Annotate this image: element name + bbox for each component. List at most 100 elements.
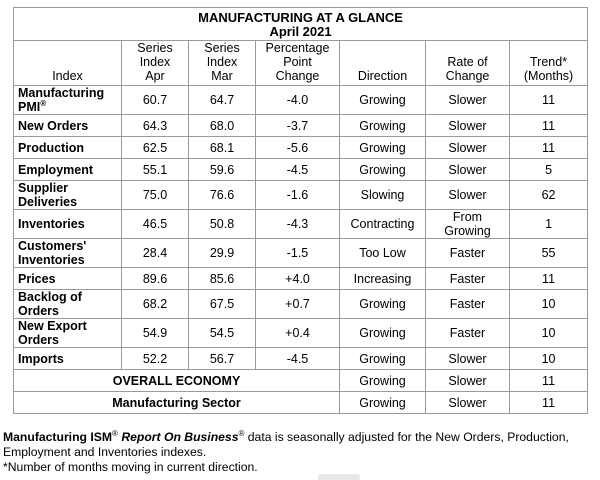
index-name-line: Production xyxy=(18,140,84,155)
cell-mar: 59.6 xyxy=(188,158,256,181)
cell-apr: 89.6 xyxy=(121,267,189,290)
cell-mar: 76.6 xyxy=(188,180,256,210)
row-index-name: Employment xyxy=(13,158,122,181)
cell-chg: +0.4 xyxy=(255,318,340,348)
table-row: Employment 55.1 59.6 -4.5 Growing Slower 5 xyxy=(13,158,589,181)
subtitle: April 2021 xyxy=(269,24,332,39)
summary-row: Manufacturing Sector Growing Slower 11 xyxy=(13,391,589,414)
table-row: New Export Orders 54.9 54.5 +0.4 Growing Faste… xyxy=(13,318,589,348)
cell-trend: 11 xyxy=(508,114,589,137)
manufacturing-glance-table: MANUFACTURING AT A GLANCE April 2021 Ind… xyxy=(12,7,589,414)
cell-mar: 50.8 xyxy=(188,209,256,239)
row-index-name: Inventories xyxy=(13,209,122,239)
header-direction: Direction xyxy=(339,40,426,86)
index-name-line: Orders xyxy=(18,304,59,318)
cell-mar: 54.5 xyxy=(188,318,256,348)
scroll-handle[interactable] xyxy=(318,474,360,480)
cell-rate: Slower xyxy=(425,136,510,159)
cell-rate: Slower xyxy=(425,85,510,115)
cell-chg: +4.0 xyxy=(255,267,340,290)
index-name-line: New Orders xyxy=(18,118,89,133)
cell-trend: 11 xyxy=(508,136,589,159)
cell-dir: Growing xyxy=(339,85,426,115)
summary-direction: Growing xyxy=(339,369,426,392)
cell-chg: -5.6 xyxy=(255,136,340,159)
cell-trend: 11 xyxy=(508,85,589,115)
cell-dir: Growing xyxy=(339,289,426,319)
cell-rate: Slower xyxy=(425,158,510,181)
summary-trend: 11 xyxy=(508,391,589,414)
cell-chg: -4.5 xyxy=(255,158,340,181)
index-name-line: New Export xyxy=(18,319,87,333)
cell-dir: Growing xyxy=(339,136,426,159)
cell-trend: 10 xyxy=(508,347,589,370)
rate-line: From xyxy=(452,210,483,224)
rate-line: Slower xyxy=(448,162,487,177)
cell-mar: 68.0 xyxy=(188,114,256,137)
table-title: MANUFACTURING AT A GLANCE April 2021 xyxy=(12,7,589,41)
cell-rate: Slower xyxy=(425,347,510,370)
cell-rate: Slower xyxy=(425,180,510,210)
footer-line: Manufacturing ISM® Report On Business® d… xyxy=(3,428,569,459)
cell-apr: 64.3 xyxy=(121,114,189,137)
cell-trend: 5 xyxy=(508,158,589,181)
cell-apr: 55.1 xyxy=(121,158,189,181)
rate-line: Faster xyxy=(449,297,486,311)
cell-rate: Slower xyxy=(425,114,510,137)
row-index-name: Imports xyxy=(13,347,122,370)
rate-line: Faster xyxy=(449,271,486,286)
header-series-apr: Series Index Apr xyxy=(121,40,189,86)
header-row: Index Series Index Apr Series Index Mar … xyxy=(13,40,589,86)
index-name-line: Imports xyxy=(18,351,64,366)
cell-trend: 11 xyxy=(508,267,589,290)
header-trend: Trend* (Months) xyxy=(508,40,589,86)
index-name-line: PMI® xyxy=(18,98,119,114)
table-row: Production 62.5 68.1 -5.6 Growing Slower 11 xyxy=(13,136,589,159)
rate-line: Faster xyxy=(449,326,486,340)
cell-chg: +0.7 xyxy=(255,289,340,319)
index-name-line: Deliveries xyxy=(18,195,78,209)
title: MANUFACTURING AT A GLANCE xyxy=(198,10,403,25)
cell-rate: Faster xyxy=(425,267,510,290)
cell-trend: 55 xyxy=(508,238,589,268)
cell-rate: Faster xyxy=(425,289,510,319)
index-name-line: Backlog of xyxy=(18,290,82,304)
rate-line: Slower xyxy=(448,188,487,202)
glance-table-container: MANUFACTURING AT A GLANCE April 2021 Ind… xyxy=(12,7,589,414)
table-row: New Orders 64.3 68.0 -3.7 Growing Slower 11 xyxy=(13,114,589,137)
summary-rate: Slower xyxy=(425,369,510,392)
cell-mar: 68.1 xyxy=(188,136,256,159)
cell-chg: -4.3 xyxy=(255,209,340,239)
index-name-line: Inventories xyxy=(18,253,85,267)
cell-chg: -1.5 xyxy=(255,238,340,268)
cell-dir: Increasing xyxy=(339,267,426,290)
cell-trend: 10 xyxy=(508,318,589,348)
registered-mark: ® xyxy=(40,98,47,108)
row-index-name: New Export Orders xyxy=(13,318,122,348)
index-name-line: Manufacturing xyxy=(18,86,105,100)
index-name-line: Orders xyxy=(18,333,59,347)
summary-trend: 11 xyxy=(508,369,589,392)
cell-apr: 28.4 xyxy=(121,238,189,268)
cell-mar: 29.9 xyxy=(188,238,256,268)
row-index-name: Customers' Inventories xyxy=(13,238,122,268)
cell-apr: 62.5 xyxy=(121,136,189,159)
cell-dir: Slowing xyxy=(339,180,426,210)
cell-apr: 68.2 xyxy=(121,289,189,319)
cell-dir: Too Low xyxy=(339,238,426,268)
header-pct-change: Percentage Point Change xyxy=(255,40,340,86)
row-index-name: Supplier Deliveries xyxy=(13,180,122,210)
cell-mar: 56.7 xyxy=(188,347,256,370)
cell-apr: 46.5 xyxy=(121,209,189,239)
rate-line: Slower xyxy=(448,118,487,133)
cell-rate: Faster xyxy=(425,318,510,348)
rate-line: Faster xyxy=(449,246,486,260)
table-row: Manufacturing PMI® 60.7 64.7 -4.0 Growing Slow… xyxy=(13,85,589,115)
summary-row: OVERALL ECONOMY Growing Slower 11 xyxy=(13,369,589,392)
table-row: Customers' Inventories 28.4 29.9 -1.5 Too Low… xyxy=(13,238,589,268)
rate-line: Slower xyxy=(448,93,487,107)
cell-mar: 64.7 xyxy=(188,85,256,115)
header-rate: Rate of Change xyxy=(425,40,510,86)
summary-direction: Growing xyxy=(339,391,426,414)
cell-chg: -4.0 xyxy=(255,85,340,115)
